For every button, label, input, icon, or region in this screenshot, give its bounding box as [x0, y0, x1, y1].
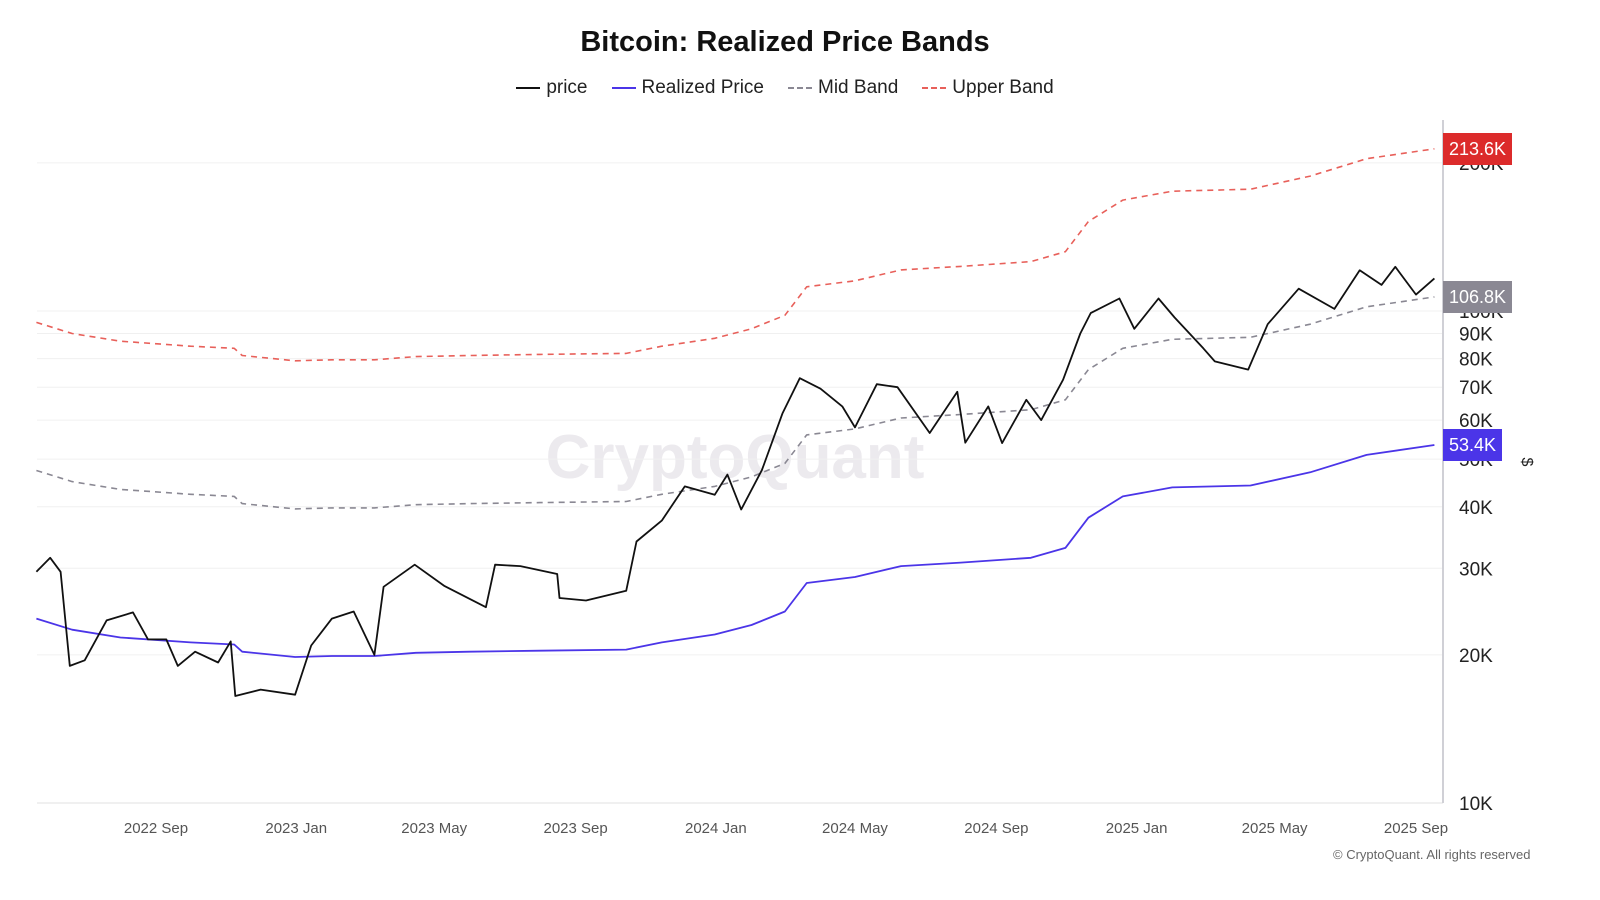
legend-item-realized-price[interactable]: Realized Price: [611, 77, 765, 99]
series-line-upper-band: [36, 148, 1435, 362]
y-tick-label: 80K: [1459, 350, 1493, 371]
last-value-tag: 213.6K: [1443, 132, 1513, 165]
x-tick-label: 2023 Jan: [265, 820, 327, 837]
y-tick-label: 40K: [1459, 498, 1493, 519]
y-tick-label: 10K: [1459, 794, 1493, 815]
x-tick-label: 2023 Sep: [543, 820, 607, 837]
legend-label: Realized Price: [641, 77, 765, 98]
legend-label: Mid Band: [818, 77, 899, 98]
x-tick-label: 2022 Sep: [124, 820, 188, 837]
legend-item-upper-band[interactable]: Upper Band: [922, 77, 1054, 99]
y-tick-label: 70K: [1459, 378, 1493, 399]
chart-title: Bitcoin: Realized Price Bands: [580, 26, 990, 58]
legend: price Realized Price Mid Band Upper Band: [0, 77, 1570, 99]
y-axis-unit: $: [1518, 458, 1535, 467]
legend-label: price: [546, 77, 588, 98]
legend-item-mid-band[interactable]: Mid Band: [788, 77, 898, 99]
series-line-price: [35, 265, 1435, 697]
x-tick-label: 2024 Jan: [685, 820, 747, 837]
last-value-tag: 106.8K: [1443, 280, 1513, 313]
x-tick-label: 2025 May: [1242, 820, 1308, 837]
series-line-mid-band: [36, 296, 1435, 510]
x-tick-label: 2024 Sep: [964, 820, 1028, 837]
series-line-realized-price: [36, 444, 1435, 658]
x-tick-label: 2025 Jan: [1106, 820, 1168, 837]
copyright: © CryptoQuant. All rights reserved: [1333, 847, 1531, 862]
x-tick-label: 2025 Sep: [1384, 820, 1448, 837]
legend-item-price[interactable]: price: [516, 77, 588, 99]
x-tick-label: 2024 May: [822, 820, 888, 837]
last-value-tag: 53.4K: [1443, 429, 1503, 462]
y-tick-label: 30K: [1459, 559, 1493, 580]
x-tick-label: 2023 May: [401, 820, 467, 837]
y-tick-label: 60K: [1459, 411, 1493, 432]
legend-label: Upper Band: [952, 77, 1054, 98]
y-tick-label: 90K: [1459, 325, 1493, 346]
y-tick-label: 20K: [1459, 646, 1493, 667]
